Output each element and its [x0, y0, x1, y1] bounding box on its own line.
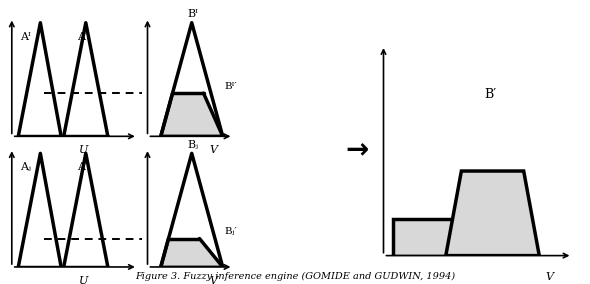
Text: Bⱼ: Bⱼ [187, 140, 198, 150]
Text: V: V [210, 145, 218, 155]
Text: Bᴵ′: Bᴵ′ [224, 82, 237, 91]
Text: V: V [545, 272, 553, 282]
Text: Figure 3. Fuzzy inference engine (GOMIDE and GUDWIN, 1994): Figure 3. Fuzzy inference engine (GOMIDE… [135, 272, 455, 281]
Polygon shape [393, 219, 457, 256]
Text: U: U [78, 276, 88, 284]
Text: Bⱼ′: Bⱼ′ [224, 227, 237, 236]
Text: U: U [78, 145, 88, 155]
Polygon shape [160, 93, 223, 136]
Text: →: → [345, 137, 369, 164]
Text: Aⱼ: Aⱼ [19, 162, 31, 172]
Text: A′: A′ [77, 162, 87, 172]
Text: B′: B′ [484, 88, 497, 101]
Polygon shape [446, 171, 539, 256]
Text: Aᴵ: Aᴵ [19, 32, 30, 42]
Text: A′: A′ [77, 32, 87, 42]
Text: Bᴵ: Bᴵ [187, 9, 198, 19]
Text: V: V [210, 276, 218, 284]
Polygon shape [160, 239, 223, 267]
